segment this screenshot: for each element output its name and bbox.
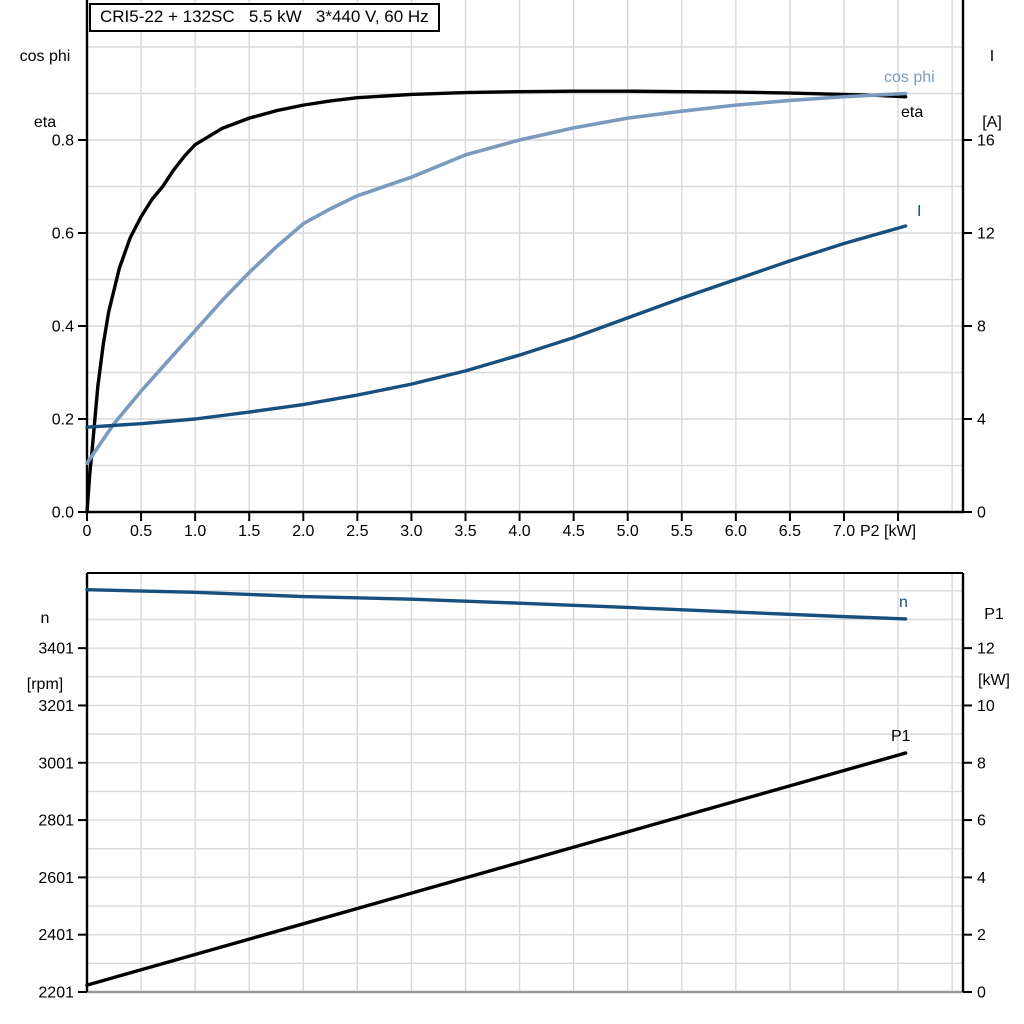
x-tick-label: 7.0 bbox=[833, 523, 855, 540]
y-right-tick-label: 4 bbox=[977, 870, 986, 887]
x-tick-label: 4.0 bbox=[508, 523, 530, 540]
speed-curve bbox=[85, 587, 908, 621]
chart-title: CRI5-22 + 132SC 5.5 kW 3*440 V, 60 Hz bbox=[89, 3, 440, 32]
y-left-tick-label: 2801 bbox=[38, 813, 74, 830]
x-tick-label: 1.0 bbox=[184, 523, 206, 540]
x-tick-label: 0 bbox=[83, 523, 92, 540]
speed-axis-label: n bbox=[40, 610, 50, 627]
cos-phi-curve bbox=[85, 91, 908, 465]
y-left-tick-label: 3001 bbox=[38, 755, 74, 772]
cos-phi-axis-label: cos phi bbox=[19, 48, 71, 65]
y-left-tick-label: 0.0 bbox=[52, 505, 74, 522]
current-curve bbox=[85, 224, 908, 429]
p1-curve bbox=[85, 751, 908, 987]
y-left-tick-label: 2201 bbox=[38, 985, 74, 1002]
y-left-tick-label: 2401 bbox=[38, 927, 74, 944]
y-left-tick-label: 0.8 bbox=[52, 133, 74, 150]
p1-axis-label: P1 bbox=[984, 606, 1004, 623]
eta-curve bbox=[85, 89, 908, 514]
y-right-tick-label: 0 bbox=[977, 505, 986, 522]
x-tick-label: 5.0 bbox=[617, 523, 639, 540]
x-tick-label: 1.5 bbox=[238, 523, 260, 540]
y-right-tick-label: 12 bbox=[977, 641, 995, 658]
p1-curve-label: P1 bbox=[891, 728, 911, 745]
eta-curve-label: eta bbox=[901, 104, 924, 121]
x-tick-label: 0.5 bbox=[130, 523, 152, 540]
current-axis-unit: [A] bbox=[982, 114, 1002, 131]
x-tick-label: 5.5 bbox=[671, 523, 693, 540]
speed-curve-label: n bbox=[899, 594, 908, 611]
x-tick-label: 6.5 bbox=[779, 523, 801, 540]
x-axis-unit-label: P2 [kW] bbox=[860, 523, 916, 540]
y-right-tick-label: 2 bbox=[977, 927, 986, 944]
y-left-tick-label: 3201 bbox=[38, 698, 74, 715]
y-left-tick-label: 0.6 bbox=[52, 226, 74, 243]
y-right-tick-label: 8 bbox=[977, 755, 986, 772]
y-right-tick-label: 4 bbox=[977, 412, 986, 429]
p1-axis-unit: [kW] bbox=[978, 672, 1010, 689]
cos-phi-curve-label: cos phi bbox=[884, 69, 935, 86]
bottom-right-axis-header: P1 [kW] bbox=[966, 560, 1022, 736]
bottom-left-axis-header: n [rpm] bbox=[6, 564, 84, 740]
x-tick-label: 2.5 bbox=[346, 523, 368, 540]
y-left-tick-label: 2601 bbox=[38, 870, 74, 887]
y-right-tick-label: 12 bbox=[977, 226, 995, 243]
y-right-tick-label: 8 bbox=[977, 319, 986, 336]
x-tick-label: 4.5 bbox=[563, 523, 585, 540]
top-left-axis-header: cos phi eta bbox=[6, 2, 84, 178]
x-tick-label: 6.0 bbox=[725, 523, 747, 540]
y-right-tick-label: 0 bbox=[977, 985, 986, 1002]
speed-axis-unit: [rpm] bbox=[26, 676, 64, 693]
current-axis-label: I bbox=[989, 48, 995, 65]
y-right-tick-label: 10 bbox=[977, 698, 995, 715]
y-left-tick-label: 0.4 bbox=[52, 319, 74, 336]
y-left-tick-label: 3401 bbox=[38, 641, 74, 658]
y-left-tick-label: 0.2 bbox=[52, 412, 74, 429]
x-tick-label: 2.0 bbox=[292, 523, 314, 540]
current-curve-label: I bbox=[917, 203, 922, 220]
y-right-tick-label: 16 bbox=[977, 133, 995, 150]
top-right-axis-header: I [A] bbox=[964, 2, 1020, 178]
eta-axis-label: eta bbox=[33, 114, 57, 131]
y-right-tick-label: 6 bbox=[977, 813, 986, 830]
x-tick-label: 3.5 bbox=[454, 523, 476, 540]
x-tick-label: 3.0 bbox=[400, 523, 422, 540]
